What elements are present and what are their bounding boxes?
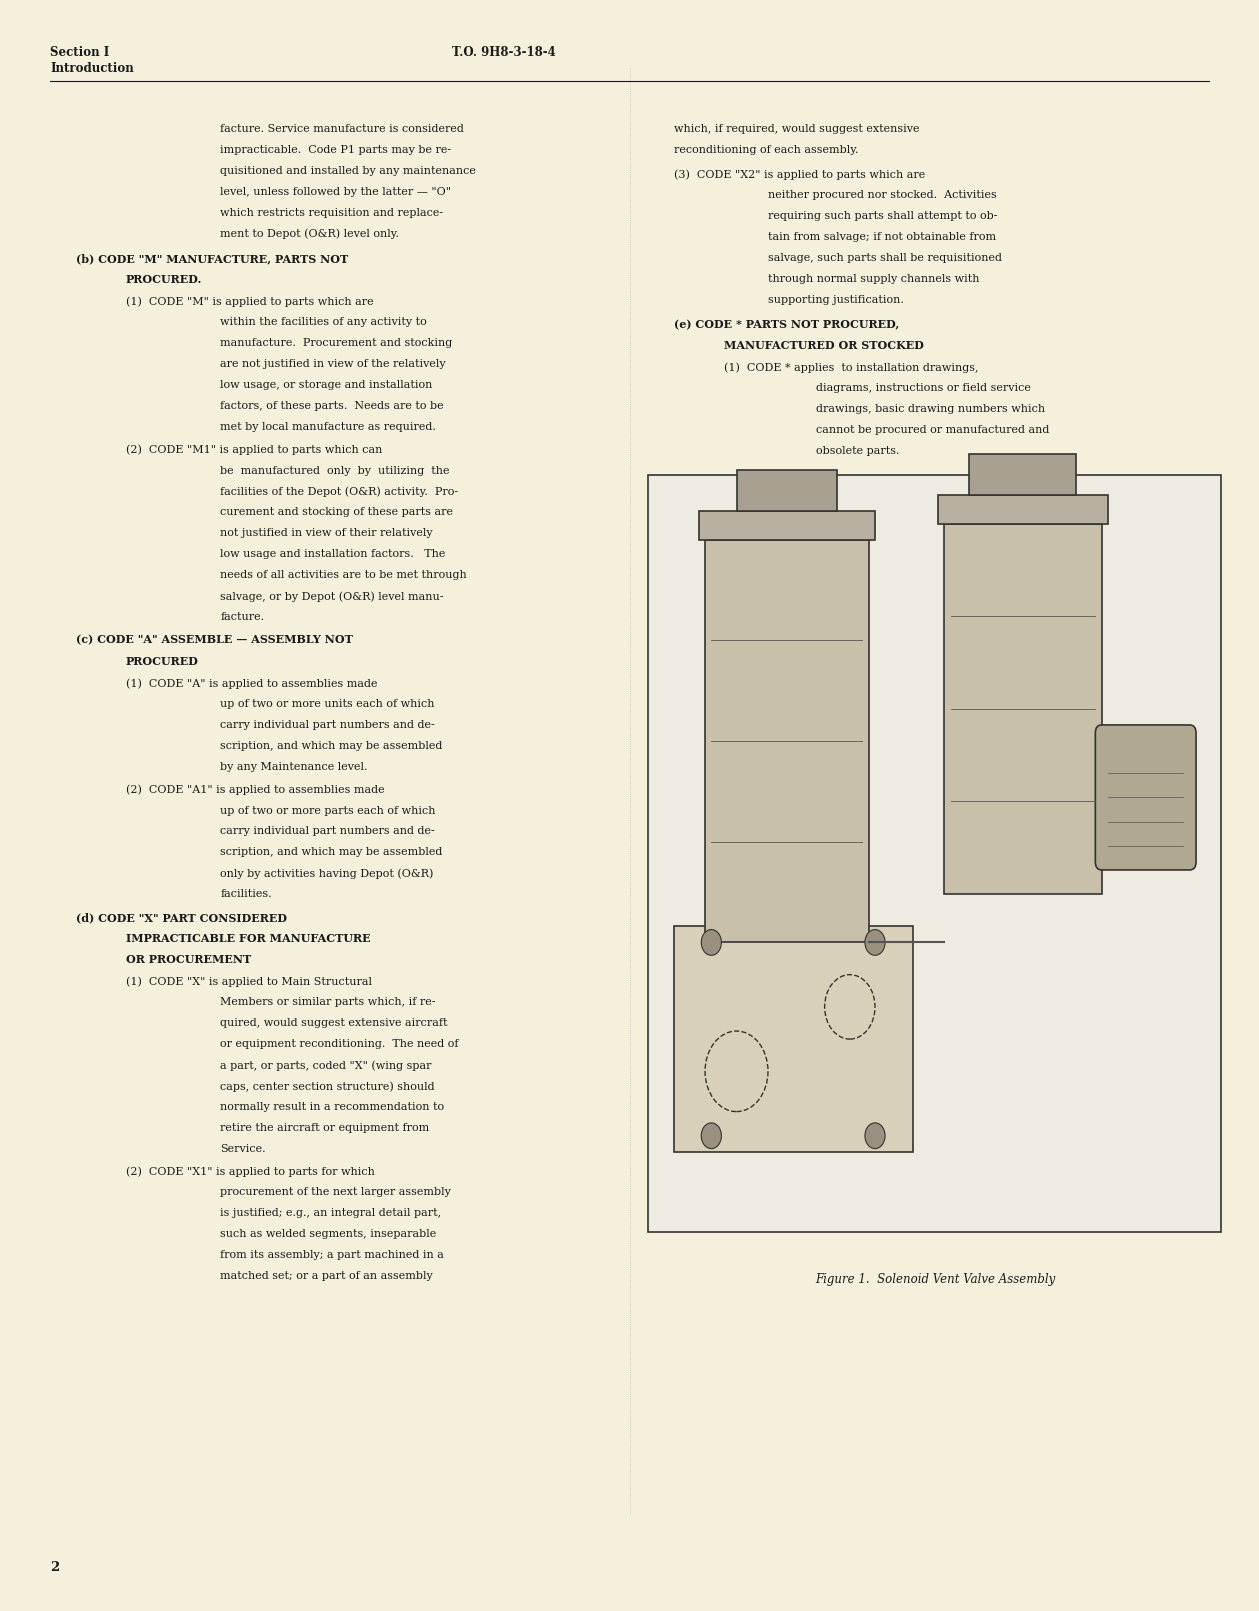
Text: from its assembly; a part machined in a: from its assembly; a part machined in a xyxy=(220,1250,444,1260)
Text: within the facilities of any activity to: within the facilities of any activity to xyxy=(220,317,427,327)
Bar xyxy=(737,470,837,511)
Circle shape xyxy=(701,930,721,955)
Text: (d) CODE "X" PART CONSIDERED: (d) CODE "X" PART CONSIDERED xyxy=(76,912,287,923)
Text: PROCURED.: PROCURED. xyxy=(126,274,203,285)
Text: (b) CODE "M" MANUFACTURE, PARTS NOT: (b) CODE "M" MANUFACTURE, PARTS NOT xyxy=(76,253,347,264)
FancyBboxPatch shape xyxy=(648,475,1221,1232)
Text: such as welded segments, inseparable: such as welded segments, inseparable xyxy=(220,1229,437,1239)
Text: matched set; or a part of an assembly: matched set; or a part of an assembly xyxy=(220,1271,433,1281)
Circle shape xyxy=(701,1123,721,1149)
Text: manufacture.  Procurement and stocking: manufacture. Procurement and stocking xyxy=(220,338,452,348)
Text: supporting justification.: supporting justification. xyxy=(768,295,904,304)
Text: Figure 1.  Solenoid Vent Valve Assembly: Figure 1. Solenoid Vent Valve Assembly xyxy=(815,1273,1055,1286)
Text: carry individual part numbers and de-: carry individual part numbers and de- xyxy=(220,826,436,836)
Text: MANUFACTURED OR STOCKED: MANUFACTURED OR STOCKED xyxy=(724,340,924,351)
Text: up of two or more parts each of which: up of two or more parts each of which xyxy=(220,806,436,815)
FancyBboxPatch shape xyxy=(1095,725,1196,870)
Text: quired, would suggest extensive aircraft: quired, would suggest extensive aircraft xyxy=(220,1018,448,1028)
Text: OR PROCUREMENT: OR PROCUREMENT xyxy=(126,954,251,965)
Text: facilities.: facilities. xyxy=(220,889,272,899)
Bar xyxy=(705,540,869,942)
Text: (2)  CODE "X1" is applied to parts for which: (2) CODE "X1" is applied to parts for wh… xyxy=(126,1166,375,1178)
Text: tain from salvage; if not obtainable from: tain from salvage; if not obtainable fro… xyxy=(768,232,996,242)
Text: met by local manufacture as required.: met by local manufacture as required. xyxy=(220,422,436,432)
Text: facture. Service manufacture is considered: facture. Service manufacture is consider… xyxy=(220,124,465,134)
Text: Section I: Section I xyxy=(50,47,110,60)
Text: (2)  CODE "M1" is applied to parts which can: (2) CODE "M1" is applied to parts which … xyxy=(126,445,383,456)
Text: normally result in a recommendation to: normally result in a recommendation to xyxy=(220,1102,444,1112)
Text: scription, and which may be assembled: scription, and which may be assembled xyxy=(220,741,443,751)
Bar xyxy=(674,926,913,1152)
Bar xyxy=(969,454,1076,495)
Text: 2: 2 xyxy=(50,1561,59,1574)
Text: up of two or more units each of which: up of two or more units each of which xyxy=(220,699,434,709)
Text: drawings, basic drawing numbers which: drawings, basic drawing numbers which xyxy=(816,404,1045,414)
Text: which restricts requisition and replace-: which restricts requisition and replace- xyxy=(220,208,443,217)
Text: scription, and which may be assembled: scription, and which may be assembled xyxy=(220,847,443,857)
Circle shape xyxy=(865,1123,885,1149)
Text: carry individual part numbers and de-: carry individual part numbers and de- xyxy=(220,720,436,730)
Text: are not justified in view of the relatively: are not justified in view of the relativ… xyxy=(220,359,446,369)
Text: Service.: Service. xyxy=(220,1144,266,1153)
Text: (1)  CODE "X" is applied to Main Structural: (1) CODE "X" is applied to Main Structur… xyxy=(126,976,371,988)
Text: be  manufactured  only  by  utilizing  the: be manufactured only by utilizing the xyxy=(220,466,449,475)
Text: salvage, or by Depot (O&R) level manu-: salvage, or by Depot (O&R) level manu- xyxy=(220,591,444,603)
Text: level, unless followed by the latter — "O": level, unless followed by the latter — "… xyxy=(220,187,451,197)
Text: PROCURED: PROCURED xyxy=(126,656,199,667)
Text: Members or similar parts which, if re-: Members or similar parts which, if re- xyxy=(220,997,436,1007)
Bar xyxy=(944,524,1102,894)
Text: low usage and installation factors.   The: low usage and installation factors. The xyxy=(220,549,446,559)
Text: facilities of the Depot (O&R) activity.  Pro-: facilities of the Depot (O&R) activity. … xyxy=(220,487,458,498)
Text: requiring such parts shall attempt to ob-: requiring such parts shall attempt to ob… xyxy=(768,211,997,221)
Bar xyxy=(938,495,1108,524)
Text: obsolete parts.: obsolete parts. xyxy=(816,446,899,456)
Text: a part, or parts, coded "X" (wing spar: a part, or parts, coded "X" (wing spar xyxy=(220,1060,432,1071)
Text: diagrams, instructions or field service: diagrams, instructions or field service xyxy=(816,383,1031,393)
Text: caps, center section structure) should: caps, center section structure) should xyxy=(220,1081,434,1092)
Text: (1)  CODE "A" is applied to assemblies made: (1) CODE "A" is applied to assemblies ma… xyxy=(126,678,378,690)
Text: is justified; e.g., an integral detail part,: is justified; e.g., an integral detail p… xyxy=(220,1208,442,1218)
Bar xyxy=(699,511,875,540)
Text: only by activities having Depot (O&R): only by activities having Depot (O&R) xyxy=(220,868,433,880)
Text: retire the aircraft or equipment from: retire the aircraft or equipment from xyxy=(220,1123,429,1133)
Text: needs of all activities are to be met through: needs of all activities are to be met th… xyxy=(220,570,467,580)
Text: facture.: facture. xyxy=(220,612,264,622)
Text: or equipment reconditioning.  The need of: or equipment reconditioning. The need of xyxy=(220,1039,458,1049)
Text: reconditioning of each assembly.: reconditioning of each assembly. xyxy=(674,145,859,155)
Text: factors, of these parts.  Needs are to be: factors, of these parts. Needs are to be xyxy=(220,401,444,411)
Text: quisitioned and installed by any maintenance: quisitioned and installed by any mainten… xyxy=(220,166,476,176)
Text: impracticable.  Code P1 parts may be re-: impracticable. Code P1 parts may be re- xyxy=(220,145,452,155)
Text: (2)  CODE "A1" is applied to assemblies made: (2) CODE "A1" is applied to assemblies m… xyxy=(126,785,384,796)
Text: T.O. 9H8-3-18-4: T.O. 9H8-3-18-4 xyxy=(452,47,555,60)
Text: through normal supply channels with: through normal supply channels with xyxy=(768,274,980,284)
Text: salvage, such parts shall be requisitioned: salvage, such parts shall be requisition… xyxy=(768,253,1002,263)
Text: low usage, or storage and installation: low usage, or storage and installation xyxy=(220,380,433,390)
Text: not justified in view of their relatively: not justified in view of their relativel… xyxy=(220,528,433,538)
Text: (3)  CODE "X2" is applied to parts which are: (3) CODE "X2" is applied to parts which … xyxy=(674,169,925,180)
Text: (e) CODE * PARTS NOT PROCURED,: (e) CODE * PARTS NOT PROCURED, xyxy=(674,319,899,330)
Text: by any Maintenance level.: by any Maintenance level. xyxy=(220,762,368,772)
Circle shape xyxy=(865,930,885,955)
Text: IMPRACTICABLE FOR MANUFACTURE: IMPRACTICABLE FOR MANUFACTURE xyxy=(126,933,370,944)
Text: cannot be procured or manufactured and: cannot be procured or manufactured and xyxy=(816,425,1049,435)
Text: (1)  CODE "M" is applied to parts which are: (1) CODE "M" is applied to parts which a… xyxy=(126,296,374,308)
Text: (1)  CODE * applies  to installation drawings,: (1) CODE * applies to installation drawi… xyxy=(724,362,978,374)
Text: (c) CODE "A" ASSEMBLE — ASSEMBLY NOT: (c) CODE "A" ASSEMBLE — ASSEMBLY NOT xyxy=(76,635,353,646)
Text: neither procured nor stocked.  Activities: neither procured nor stocked. Activities xyxy=(768,190,997,200)
Text: ment to Depot (O&R) level only.: ment to Depot (O&R) level only. xyxy=(220,229,399,240)
Text: Introduction: Introduction xyxy=(50,63,135,76)
Text: curement and stocking of these parts are: curement and stocking of these parts are xyxy=(220,507,453,517)
Text: procurement of the next larger assembly: procurement of the next larger assembly xyxy=(220,1187,451,1197)
Text: which, if required, would suggest extensive: which, if required, would suggest extens… xyxy=(674,124,919,134)
